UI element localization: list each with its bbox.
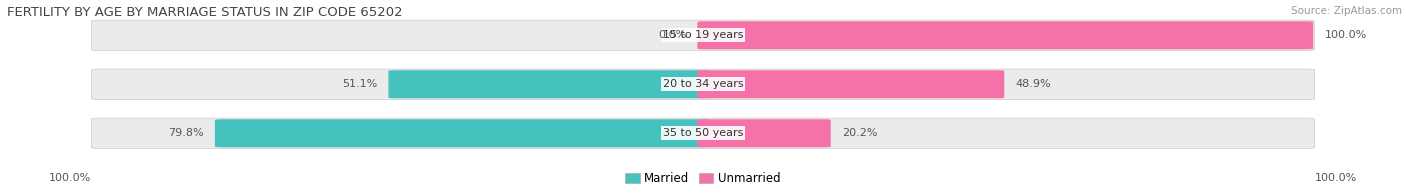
Text: 35 to 50 years: 35 to 50 years [662, 128, 744, 138]
FancyBboxPatch shape [91, 69, 1315, 100]
Text: 20 to 34 years: 20 to 34 years [662, 79, 744, 89]
FancyBboxPatch shape [697, 70, 1004, 98]
Text: 100.0%: 100.0% [1324, 30, 1367, 40]
Text: 51.1%: 51.1% [342, 79, 377, 89]
Text: FERTILITY BY AGE BY MARRIAGE STATUS IN ZIP CODE 65202: FERTILITY BY AGE BY MARRIAGE STATUS IN Z… [7, 6, 402, 19]
Legend: Married, Unmarried: Married, Unmarried [620, 168, 786, 190]
Text: 20.2%: 20.2% [842, 128, 877, 138]
Text: 15 to 19 years: 15 to 19 years [662, 30, 744, 40]
FancyBboxPatch shape [697, 21, 1313, 49]
FancyBboxPatch shape [91, 20, 1315, 51]
FancyBboxPatch shape [215, 119, 709, 147]
FancyBboxPatch shape [697, 119, 831, 147]
Text: 100.0%: 100.0% [49, 173, 91, 183]
Text: Source: ZipAtlas.com: Source: ZipAtlas.com [1291, 6, 1402, 16]
Text: 0.0%: 0.0% [658, 30, 686, 40]
Text: 79.8%: 79.8% [169, 128, 204, 138]
Text: 100.0%: 100.0% [1315, 173, 1357, 183]
FancyBboxPatch shape [91, 118, 1315, 149]
Text: 48.9%: 48.9% [1015, 79, 1052, 89]
FancyBboxPatch shape [388, 70, 709, 98]
